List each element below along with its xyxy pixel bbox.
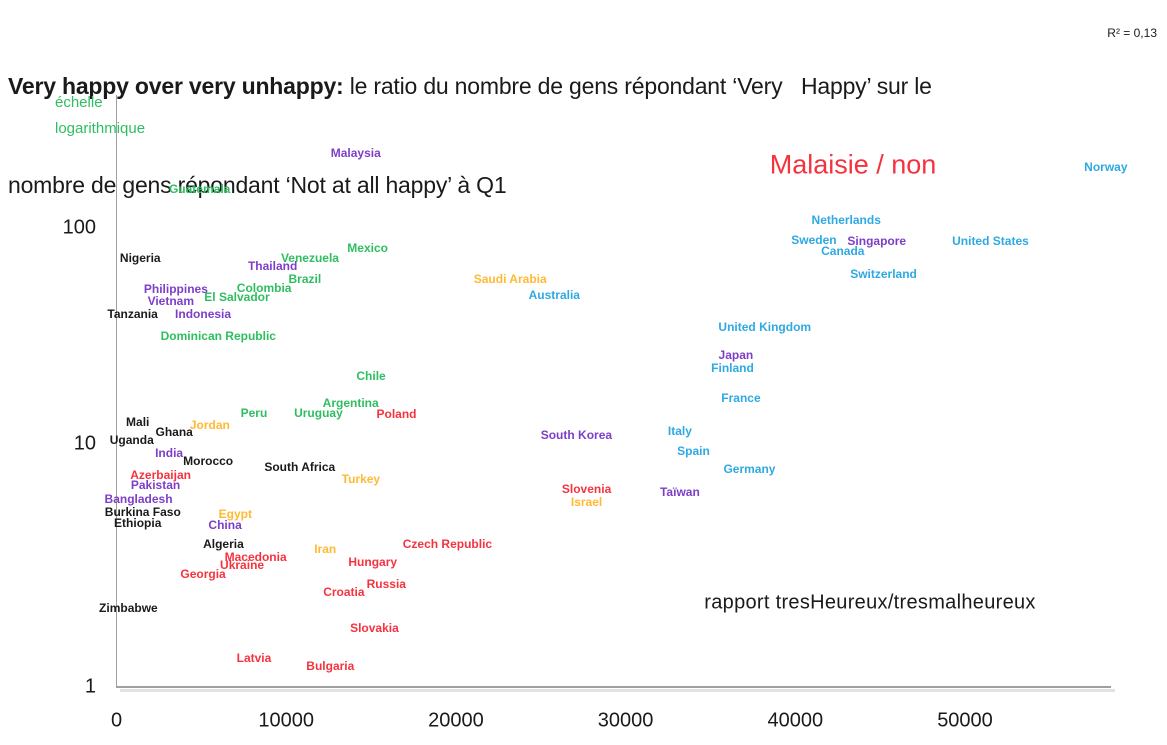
country-label-italy: Italy bbox=[667, 423, 692, 438]
x-axis-line bbox=[116, 686, 1111, 688]
country-label-argentina: Argentina bbox=[322, 395, 379, 410]
country-label-tanzania: Tanzania bbox=[107, 307, 158, 322]
x-axis-shadow bbox=[120, 689, 1115, 692]
country-label-ethiopia: Ethiopia bbox=[114, 515, 162, 530]
x-axis-tick-20000: 20000 bbox=[428, 709, 484, 732]
country-label-jordan: Jordan bbox=[189, 417, 230, 432]
country-label-israel: Israel bbox=[570, 494, 603, 509]
x-axis-tick-40000: 40000 bbox=[767, 709, 824, 732]
country-label-bulgaria: Bulgaria bbox=[306, 659, 355, 674]
country-label-australia: Australia bbox=[528, 288, 580, 303]
country-label-norway: Norway bbox=[1084, 159, 1128, 174]
country-label-dominican-republic: Dominican Republic bbox=[160, 328, 276, 343]
country-label-saudi-arabia: Saudi Arabia bbox=[473, 271, 547, 286]
country-label-singapore: Singapore bbox=[847, 233, 907, 248]
country-label-india: India bbox=[155, 445, 184, 460]
country-label-malaysia: Malaysia bbox=[330, 145, 381, 160]
country-label-latvia: Latvia bbox=[236, 650, 272, 665]
country-label-ghana: Ghana bbox=[155, 425, 193, 440]
country-label-south-africa: South Africa bbox=[264, 459, 336, 474]
chart-title-line1: Very happy over very unhappy: le ratio d… bbox=[8, 70, 1158, 103]
country-label-croatia: Croatia bbox=[323, 584, 365, 599]
x-axis-tick-30000: 30000 bbox=[597, 709, 654, 732]
x-axis-tick-10000: 10000 bbox=[258, 709, 314, 732]
x-axis-tick-0: 0 bbox=[110, 709, 123, 732]
country-label-nigeria: Nigeria bbox=[119, 251, 161, 265]
country-label-ukraine: Ukraine bbox=[220, 558, 265, 573]
country-label-algeria: Algeria bbox=[203, 536, 244, 551]
country-label-chile: Chile bbox=[356, 369, 386, 384]
country-label-hungary: Hungary bbox=[348, 555, 398, 570]
country-label-iran: Iran bbox=[314, 541, 337, 556]
country-label-netherlands: Netherlands bbox=[811, 213, 881, 228]
country-label-morocco: Morocco bbox=[183, 453, 234, 468]
country-label-united-kingdom: United Kingdom bbox=[718, 320, 812, 335]
country-label-burkina-faso: Burkina Faso bbox=[104, 504, 181, 519]
country-label-zimbabwe: Zimbabwe bbox=[99, 601, 158, 616]
country-label-georgia: Georgia bbox=[180, 567, 226, 582]
country-label-slovenia: Slovenia bbox=[561, 481, 612, 496]
country-label-azerbaijan: Azerbaijan bbox=[130, 467, 191, 482]
country-label-finland: Finland bbox=[711, 361, 754, 376]
country-label-vietnam: Vietnam bbox=[147, 294, 195, 309]
country-label-china: China bbox=[208, 517, 242, 532]
country-label-south-korea: South Korea bbox=[540, 428, 613, 443]
log-scale-note-line2: logarithmique bbox=[55, 120, 146, 137]
country-label-switzerland: Switzerland bbox=[850, 267, 917, 282]
log-scale-note-line1: échelle bbox=[55, 94, 103, 111]
country-label-germany: Germany bbox=[723, 462, 776, 477]
chart-title-rest: le ratio du nombre de gens répondant ‘Ve… bbox=[343, 73, 932, 99]
country-label-sweden: Sweden bbox=[791, 232, 837, 247]
country-label-mexico: Mexico bbox=[347, 240, 388, 255]
malaisie-annotation: Malaisie / non bbox=[769, 149, 937, 180]
log-scale-note: échelle logarithmique bbox=[55, 90, 145, 142]
country-label-venezuela: Venezuela bbox=[280, 251, 339, 265]
country-label-uganda: Uganda bbox=[109, 433, 154, 448]
country-label-peru: Peru bbox=[240, 406, 268, 421]
country-label-ta-wan: Taïwan bbox=[659, 484, 700, 499]
country-label-philippines: Philippines bbox=[143, 282, 208, 297]
y-axis-line bbox=[116, 95, 117, 687]
chart-title-line2: nombre de gens répondant ‘Not at all hap… bbox=[8, 172, 507, 198]
r-squared-value: R² = 0,13 bbox=[1107, 26, 1157, 40]
country-label-bangladesh: Bangladesh bbox=[104, 491, 173, 506]
country-label-czech-republic: Czech Republic bbox=[402, 536, 493, 551]
ratio-axis-caption: rapport tresHeureux/tresmalheureux bbox=[704, 591, 1036, 614]
country-label-russia: Russia bbox=[366, 577, 406, 592]
country-label-canada: Canada bbox=[821, 244, 865, 259]
country-label-france: France bbox=[721, 390, 761, 405]
country-label-mali: Mali bbox=[126, 414, 150, 429]
country-label-spain: Spain bbox=[677, 443, 710, 458]
y-axis-tick-100: 100 bbox=[62, 216, 96, 239]
country-label-macedonia: Macedonia bbox=[224, 549, 287, 564]
country-label-uruguay: Uruguay bbox=[294, 405, 343, 420]
country-label-united-states: United States bbox=[952, 233, 1029, 248]
y-axis-tick-1: 1 bbox=[84, 675, 96, 698]
country-label-guatemala: Guatemala bbox=[168, 181, 231, 196]
y-axis-tick-10: 10 bbox=[73, 432, 96, 455]
chart-title-bold: Very happy over very unhappy: bbox=[8, 73, 344, 99]
country-label-egypt: Egypt bbox=[218, 506, 252, 521]
country-label-japan: Japan bbox=[718, 347, 754, 362]
country-label-indonesia: Indonesia bbox=[175, 307, 232, 322]
country-label-pakistan: Pakistan bbox=[130, 477, 181, 492]
chart-title: Very happy over very unhappy: le ratio d… bbox=[8, 4, 1158, 268]
country-label-turkey: Turkey bbox=[341, 471, 381, 486]
country-label-thailand: Thailand bbox=[247, 259, 298, 274]
country-label-slovakia: Slovakia bbox=[350, 621, 399, 636]
country-label-poland: Poland bbox=[376, 407, 417, 422]
country-label-colombia: Colombia bbox=[236, 280, 292, 295]
country-label-el-salvador: El Salvador bbox=[204, 290, 270, 305]
country-label-brazil: Brazil bbox=[288, 271, 322, 286]
x-axis-tick-50000: 50000 bbox=[937, 709, 993, 732]
